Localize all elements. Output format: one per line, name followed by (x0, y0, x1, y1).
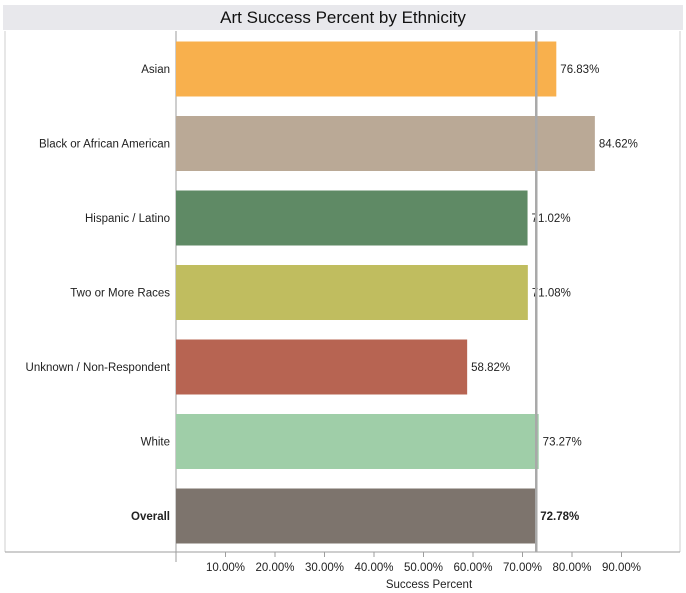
category-label: Two or More Races (70, 288, 170, 300)
x-tick-label: 10.00% (206, 562, 245, 574)
category-label: Unknown / Non-Respondent (26, 362, 171, 374)
category-label: Asian (141, 64, 170, 76)
value-label: 71.02% (532, 213, 571, 225)
category-label: White (141, 437, 170, 449)
value-label: 84.62% (599, 139, 638, 151)
x-tick-label: 30.00% (305, 562, 344, 574)
x-tick-label: 80.00% (552, 562, 591, 574)
x-tick-label: 70.00% (503, 562, 542, 574)
value-label: 72.78% (540, 511, 579, 523)
x-tick-label: 50.00% (404, 562, 443, 574)
value-label: 58.82% (471, 362, 510, 374)
category-label: Black or African American (39, 139, 170, 151)
value-label: 76.83% (560, 64, 599, 76)
value-label: 71.08% (532, 288, 571, 300)
bar-white (176, 414, 539, 469)
x-axis-title: Success Percent (386, 579, 473, 591)
bar-asian (176, 41, 557, 97)
bar-hispanic-latino (176, 190, 528, 246)
x-tick-label: 20.00% (255, 562, 294, 574)
bar-unknown-non-respondent (176, 339, 468, 395)
x-tick-label: 40.00% (354, 562, 393, 574)
value-label: 73.27% (543, 437, 582, 449)
chart-title: Art Success Percent by Ethnicity (3, 5, 683, 30)
bar-black-or-african-american (176, 116, 595, 171)
category-label: Hispanic / Latino (85, 213, 170, 225)
bar-two-or-more-races (176, 265, 528, 320)
category-label: Overall (131, 511, 170, 523)
bar-overall (176, 488, 537, 544)
x-tick-label: 90.00% (602, 562, 641, 574)
x-tick-label: 60.00% (453, 562, 492, 574)
